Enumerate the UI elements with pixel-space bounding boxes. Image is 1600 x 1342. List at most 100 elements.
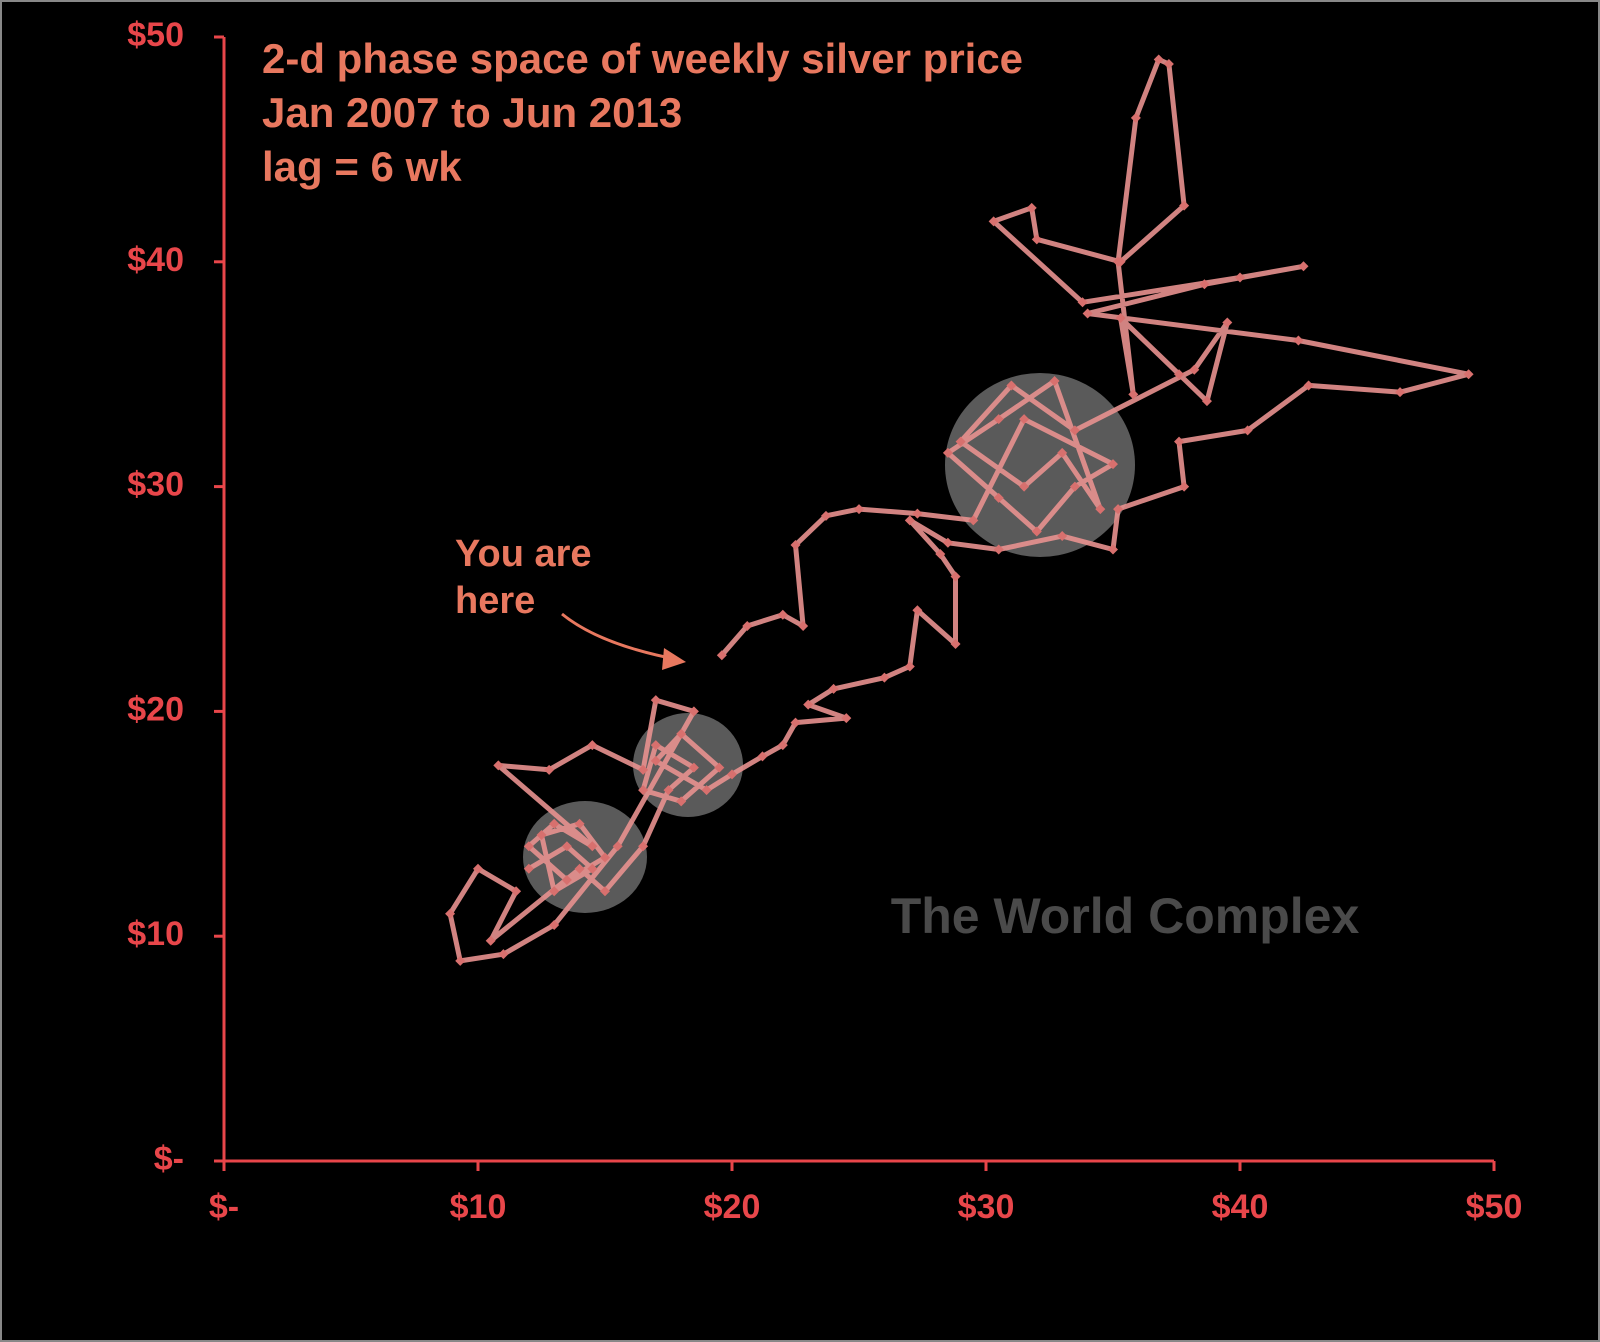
point <box>777 609 788 620</box>
point <box>1082 308 1093 319</box>
point <box>523 841 534 852</box>
chart-title: lag = 6 wk <box>262 143 462 190</box>
point <box>523 863 534 874</box>
point <box>742 620 753 631</box>
chart-title: 2-d phase space of weekly silver price <box>262 35 1023 82</box>
point <box>727 769 737 780</box>
point <box>1077 297 1088 308</box>
point <box>912 605 923 616</box>
arrow <box>561 612 681 662</box>
x-tick-label: $- <box>209 1188 239 1226</box>
point <box>1019 414 1030 425</box>
point <box>757 751 768 762</box>
point <box>1019 481 1030 492</box>
point <box>820 510 831 521</box>
point <box>536 830 547 841</box>
point <box>600 886 610 897</box>
y-tick-label: $20 <box>127 690 184 728</box>
point <box>790 717 801 728</box>
point <box>993 414 1004 425</box>
point <box>1130 112 1141 123</box>
y-tick-label: $30 <box>127 466 184 504</box>
point <box>1463 369 1474 380</box>
annotation: here <box>455 580 535 622</box>
point <box>1303 380 1314 391</box>
y-tick-label: $40 <box>127 241 184 279</box>
point <box>1293 335 1304 346</box>
point <box>544 764 555 775</box>
annotation: You are <box>455 533 592 575</box>
point <box>612 841 623 852</box>
point <box>650 755 661 766</box>
point <box>549 919 560 930</box>
point <box>950 638 961 649</box>
point <box>676 728 687 739</box>
point <box>445 908 456 919</box>
point <box>1222 317 1233 328</box>
point <box>904 515 915 526</box>
point <box>574 818 585 829</box>
point <box>841 713 852 724</box>
point <box>935 549 946 560</box>
point <box>1057 531 1068 542</box>
chart-title: Jan 2007 to Jun 2013 <box>262 89 682 136</box>
point <box>1006 380 1017 391</box>
point <box>1174 436 1185 447</box>
point <box>1049 375 1060 386</box>
point <box>1298 261 1309 272</box>
point <box>716 650 727 661</box>
point <box>1128 389 1139 400</box>
point <box>688 762 699 773</box>
point <box>587 740 598 751</box>
point <box>1395 387 1406 398</box>
point <box>1153 54 1164 65</box>
point <box>714 762 725 773</box>
point <box>904 661 915 672</box>
point <box>1242 425 1253 436</box>
point <box>854 504 864 515</box>
point <box>942 447 953 458</box>
point <box>561 841 572 852</box>
point <box>988 216 999 227</box>
point <box>1026 202 1037 213</box>
point <box>511 886 522 897</box>
point <box>1201 396 1212 407</box>
x-tick-label: $40 <box>1212 1188 1269 1226</box>
point <box>455 955 466 966</box>
point <box>701 785 712 796</box>
point <box>493 760 504 771</box>
point <box>600 852 610 863</box>
point <box>549 818 560 829</box>
arrow-head <box>662 648 686 670</box>
point <box>638 785 649 796</box>
point <box>950 571 961 582</box>
x-tick-label: $50 <box>1466 1188 1523 1226</box>
point <box>485 935 496 946</box>
series-line <box>447 57 1472 964</box>
point <box>1179 481 1190 492</box>
point <box>828 683 839 694</box>
x-tick-label: $30 <box>958 1188 1015 1226</box>
point <box>942 537 953 548</box>
point <box>688 706 699 717</box>
point <box>1113 504 1124 515</box>
point <box>993 544 1004 555</box>
point <box>549 886 560 897</box>
point <box>574 863 585 874</box>
point <box>587 863 598 874</box>
point <box>1069 425 1080 436</box>
watermark: The World Complex <box>891 888 1360 944</box>
point <box>1113 256 1124 267</box>
cluster-highlight <box>945 373 1135 557</box>
y-tick-label: $10 <box>127 915 184 953</box>
point <box>663 785 674 796</box>
point <box>803 699 814 710</box>
point <box>912 508 923 519</box>
point <box>587 841 598 852</box>
point <box>1095 504 1106 515</box>
point <box>968 515 979 526</box>
point <box>798 620 809 631</box>
